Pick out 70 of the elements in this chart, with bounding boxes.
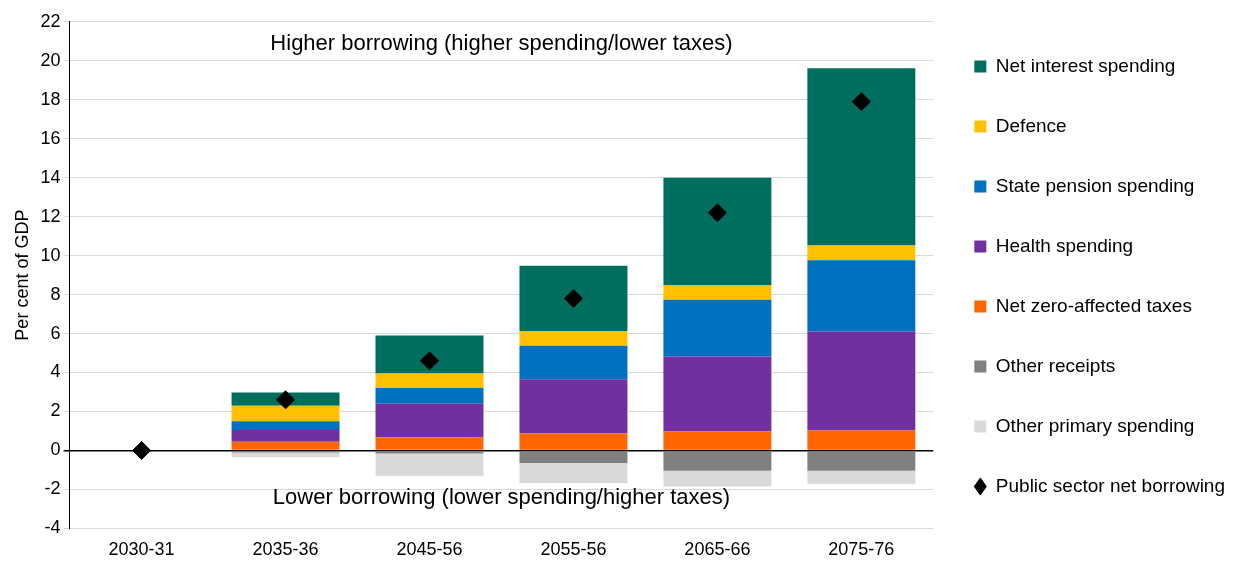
bar <box>807 331 916 431</box>
legend-label: Defence <box>995 114 1067 136</box>
y-tick-label: 16 <box>40 127 61 148</box>
legend-label: Public sector net borrowing <box>995 474 1225 496</box>
bar <box>375 453 484 476</box>
annotation: Higher borrowing (higher spending/lower taxes) <box>270 29 733 55</box>
y-tick-label: 6 <box>50 322 61 343</box>
bar <box>663 177 772 286</box>
bar <box>519 331 628 346</box>
y-tick-label: 12 <box>40 205 61 226</box>
bar <box>375 335 484 374</box>
point <box>707 203 727 223</box>
bar <box>231 441 340 450</box>
bar <box>519 451 628 463</box>
bar <box>231 405 340 422</box>
bar <box>519 433 628 450</box>
bar <box>375 437 484 450</box>
bar <box>663 285 772 300</box>
bar <box>807 430 916 450</box>
point <box>276 390 296 410</box>
bar <box>519 379 628 434</box>
bar <box>519 345 628 380</box>
bar <box>807 260 916 332</box>
x-tick-label: 2075-76 <box>828 539 895 560</box>
legend-label: Other receipts <box>995 354 1116 376</box>
bar <box>375 373 484 389</box>
point <box>563 288 583 308</box>
bar <box>663 356 772 432</box>
bar <box>375 403 484 438</box>
bar <box>663 451 772 471</box>
point <box>851 92 871 112</box>
bar <box>231 421 340 430</box>
y-tick-label: 2 <box>50 400 61 421</box>
bar <box>231 452 340 458</box>
legend-label: Net zero-affected taxes <box>995 294 1192 316</box>
annotation: Lower borrowing (lower spending/higher taxes) <box>272 484 731 510</box>
bar <box>231 430 340 442</box>
legend-label: Net interest spending <box>995 54 1176 76</box>
y-tick-label: 10 <box>40 244 61 265</box>
bar <box>375 388 484 404</box>
bar <box>807 451 916 471</box>
y-tick-label: 14 <box>40 166 61 187</box>
y-tick-label: 0 <box>50 439 61 460</box>
legend-label: Other primary spending <box>995 414 1195 436</box>
bar <box>663 431 772 450</box>
y-tick-label: 8 <box>50 283 61 304</box>
y-tick-label: 18 <box>40 88 61 109</box>
x-tick-label: 2045-56 <box>396 539 463 560</box>
y-tick-label: -2 <box>44 478 61 499</box>
bar <box>807 68 916 246</box>
point <box>420 351 439 371</box>
legend-label: Health spending <box>995 234 1134 256</box>
bar <box>663 470 772 487</box>
y-tick-label: 20 <box>40 49 61 70</box>
bar <box>375 451 484 454</box>
bar <box>519 462 628 484</box>
y-axis-title: Per cent of GDP <box>11 209 32 341</box>
x-tick-label: 2030-31 <box>108 539 175 560</box>
bar <box>519 265 628 332</box>
bar <box>807 470 916 484</box>
y-tick-label: 4 <box>50 361 61 382</box>
point <box>132 440 152 460</box>
x-tick-label: 2065-66 <box>684 539 751 560</box>
bar <box>663 299 772 357</box>
bar <box>807 245 916 261</box>
x-tick-label: 2055-56 <box>540 539 607 560</box>
x-tick-label: 2035-36 <box>252 539 319 560</box>
legend-label: State pension spending <box>995 174 1195 196</box>
y-tick-label: 22 <box>40 10 61 31</box>
y-tick-label: -4 <box>44 517 61 538</box>
